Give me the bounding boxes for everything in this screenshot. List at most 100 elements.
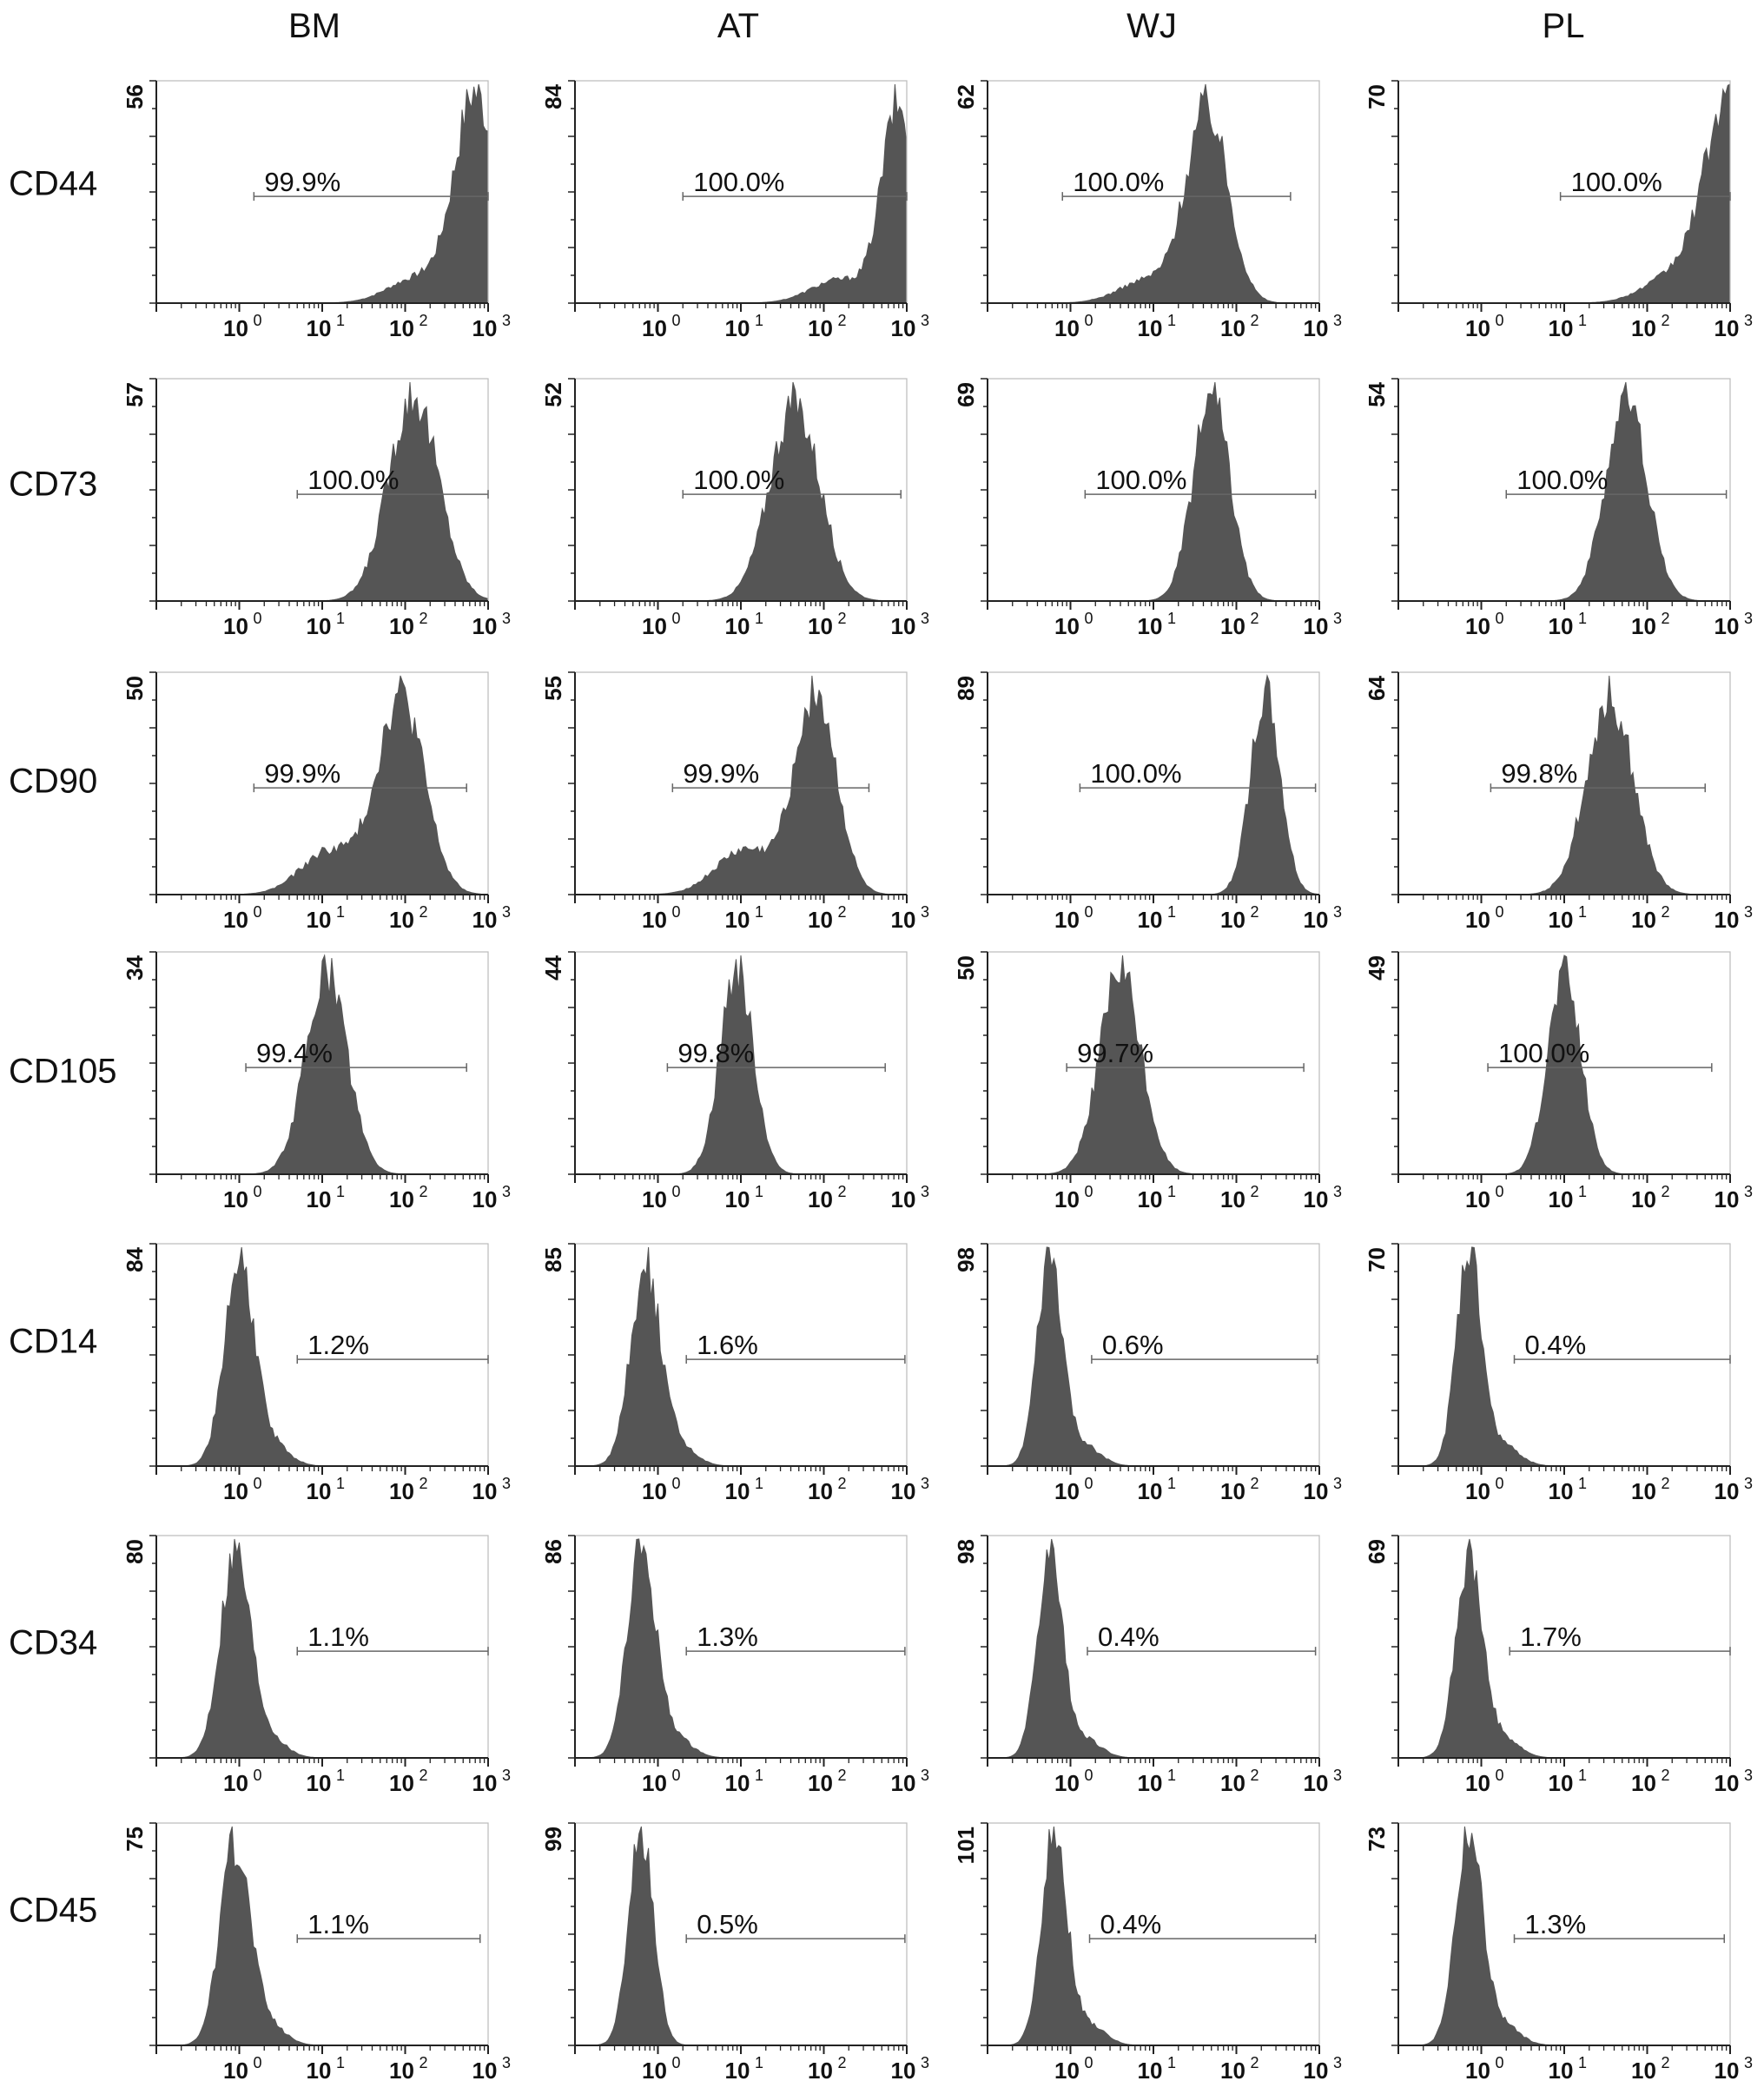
x-tick-exponent: 0 <box>1496 1767 1504 1784</box>
x-tick-label: 10 <box>1631 2058 1656 2081</box>
x-tick-exponent: 0 <box>254 1767 262 1784</box>
gate-percent-label: 100.0% <box>307 465 399 495</box>
column-label-at: AT <box>717 7 760 45</box>
x-tick-exponent: 2 <box>1662 1767 1670 1784</box>
x-tick-exponent: 0 <box>254 2054 262 2071</box>
gate-percent-label: 0.5% <box>697 1909 758 1939</box>
x-tick-exponent: 1 <box>755 1475 763 1492</box>
x-tick-label: 10 <box>1304 1770 1329 1796</box>
x-tick-label: 10 <box>1714 1770 1740 1796</box>
x-tick-label: 10 <box>642 1770 667 1796</box>
gate-percent-label: 1.6% <box>697 1330 758 1360</box>
x-tick-label: 10 <box>642 613 667 639</box>
x-tick-label: 10 <box>1220 613 1245 639</box>
x-tick-exponent: 1 <box>1578 312 1587 329</box>
x-tick-exponent: 1 <box>755 1183 763 1200</box>
x-tick-exponent: 1 <box>336 1767 345 1784</box>
x-tick-exponent: 1 <box>755 903 763 921</box>
y-max-label: 98 <box>953 1247 979 1272</box>
x-tick-exponent: 3 <box>1333 1183 1342 1200</box>
x-tick-label: 10 <box>1549 1770 1574 1796</box>
x-tick-exponent: 3 <box>1333 903 1342 921</box>
y-max-label: 55 <box>540 676 566 701</box>
x-tick-label: 10 <box>223 1478 248 1504</box>
x-tick-exponent: 3 <box>502 610 511 627</box>
gate-percent-label: 100.0% <box>693 167 784 197</box>
x-tick-label: 10 <box>1054 1478 1080 1504</box>
x-tick-exponent: 1 <box>1578 1183 1587 1200</box>
x-tick-exponent: 0 <box>1085 312 1093 329</box>
x-tick-exponent: 1 <box>1167 312 1176 329</box>
gate-percent-label: 1.1% <box>307 1909 369 1939</box>
x-tick-label: 10 <box>307 1770 332 1796</box>
x-tick-exponent: 1 <box>336 903 345 921</box>
x-tick-exponent: 1 <box>336 312 345 329</box>
x-tick-label: 10 <box>1714 2058 1740 2081</box>
x-tick-label: 10 <box>1138 613 1163 639</box>
histogram <box>1398 83 1731 304</box>
x-tick-exponent: 2 <box>1662 610 1670 627</box>
x-tick-label: 10 <box>1138 1478 1163 1504</box>
x-tick-exponent: 1 <box>1167 903 1176 921</box>
y-max-label: 89 <box>953 676 979 701</box>
x-tick-exponent: 2 <box>838 1183 847 1200</box>
x-tick-exponent: 0 <box>1496 1183 1504 1200</box>
x-tick-label: 10 <box>808 907 833 933</box>
x-tick-exponent: 0 <box>254 1475 262 1492</box>
x-tick-exponent: 1 <box>755 610 763 627</box>
x-tick-label: 10 <box>389 315 414 341</box>
gate-percent-label: 99.8% <box>1501 758 1577 789</box>
x-tick-label: 10 <box>1549 2058 1574 2081</box>
x-tick-exponent: 0 <box>1085 1767 1093 1784</box>
x-tick-label: 10 <box>307 2058 332 2081</box>
x-tick-exponent: 3 <box>502 903 511 921</box>
x-tick-exponent: 2 <box>420 903 428 921</box>
gate-percent-label: 100.0% <box>1498 1038 1589 1068</box>
x-tick-exponent: 1 <box>1578 610 1587 627</box>
x-tick-exponent: 1 <box>1167 1767 1176 1784</box>
x-tick-exponent: 3 <box>502 1183 511 1200</box>
x-tick-label: 10 <box>725 1186 750 1212</box>
x-tick-exponent: 0 <box>672 1767 681 1784</box>
x-tick-label: 10 <box>642 2058 667 2081</box>
x-tick-exponent: 3 <box>921 2054 929 2071</box>
x-tick-label: 10 <box>642 907 667 933</box>
x-tick-label: 10 <box>1631 1770 1656 1796</box>
x-tick-exponent: 3 <box>1744 1475 1753 1492</box>
x-tick-exponent: 0 <box>254 312 262 329</box>
x-tick-label: 10 <box>725 613 750 639</box>
row-label-cd73: CD73 <box>9 465 98 504</box>
x-tick-exponent: 1 <box>755 312 763 329</box>
x-tick-exponent: 2 <box>1662 2054 1670 2071</box>
x-tick-exponent: 3 <box>502 2054 511 2071</box>
x-tick-exponent: 3 <box>1744 2054 1753 2071</box>
x-tick-exponent: 1 <box>755 2054 763 2071</box>
x-tick-exponent: 0 <box>672 2054 681 2071</box>
x-tick-label: 10 <box>472 1770 498 1796</box>
x-tick-label: 10 <box>1465 1478 1490 1504</box>
x-tick-exponent: 0 <box>1496 610 1504 627</box>
gate-percent-label: 1.3% <box>697 1622 758 1652</box>
gate-percent-label: 0.4% <box>1525 1330 1587 1360</box>
x-tick-exponent: 3 <box>502 312 511 329</box>
x-tick-label: 10 <box>642 1186 667 1212</box>
gate-percent-label: 0.6% <box>1102 1330 1164 1360</box>
x-tick-exponent: 3 <box>1744 903 1753 921</box>
x-tick-exponent: 3 <box>1744 1183 1753 1200</box>
x-tick-exponent: 2 <box>420 1475 428 1492</box>
x-tick-exponent: 1 <box>755 1767 763 1784</box>
x-tick-label: 10 <box>223 907 248 933</box>
x-tick-label: 10 <box>1054 613 1080 639</box>
x-tick-exponent: 0 <box>1496 1475 1504 1492</box>
x-tick-exponent: 3 <box>1333 1475 1342 1492</box>
x-tick-label: 10 <box>1138 2058 1163 2081</box>
x-tick-label: 10 <box>891 2058 916 2081</box>
x-tick-label: 10 <box>891 907 916 933</box>
x-tick-exponent: 2 <box>838 1767 847 1784</box>
y-max-label: 73 <box>1364 1827 1390 1852</box>
